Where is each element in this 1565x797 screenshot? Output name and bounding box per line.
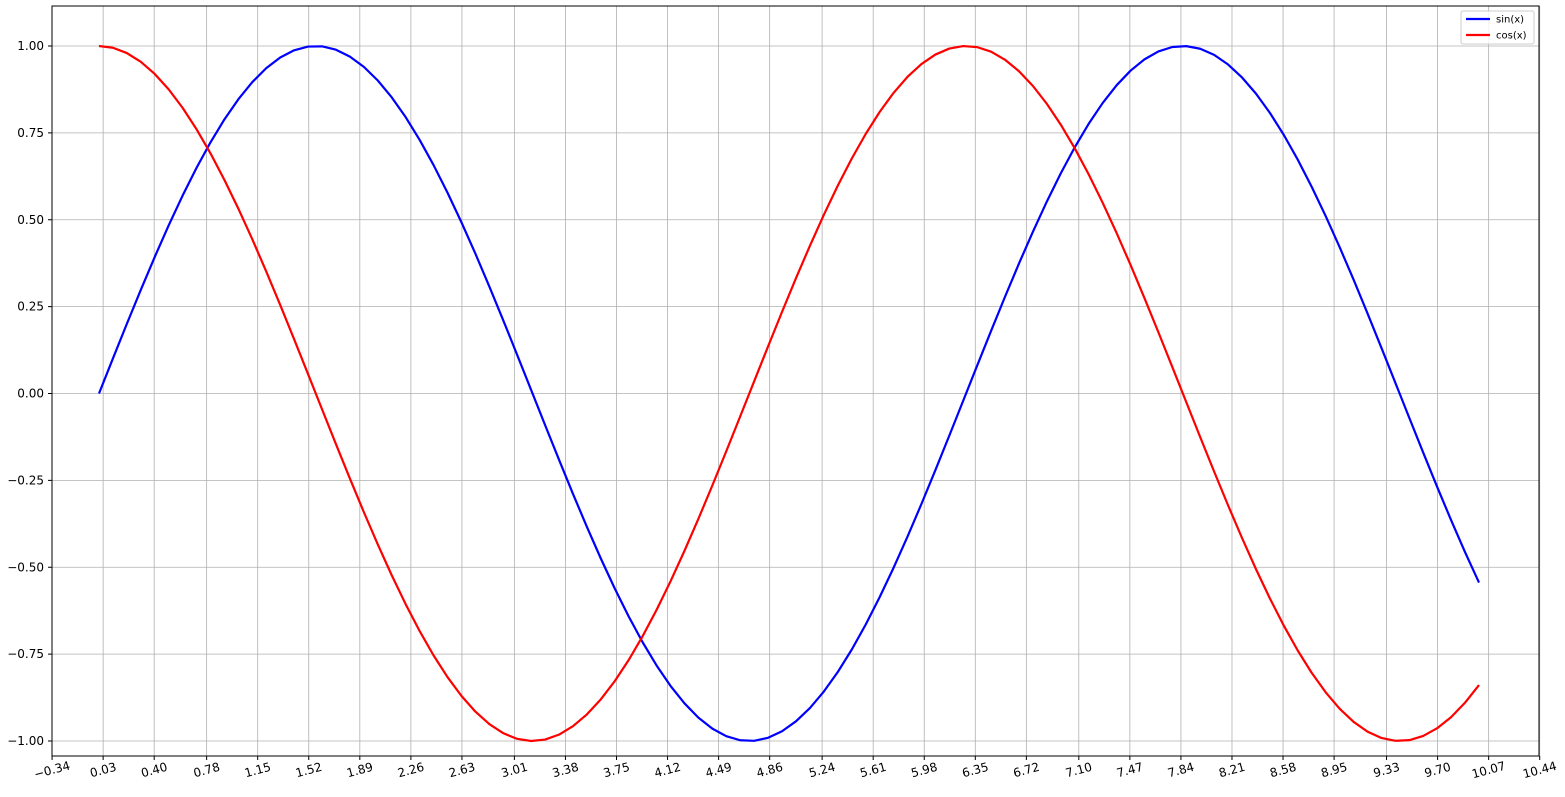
x-tick-label: 6.35 — [961, 760, 990, 780]
series-line-cos — [98, 44, 1480, 743]
plot-area-frame — [51, 5, 1540, 757]
y-tick-label: 1.00 — [17, 39, 44, 53]
x-tick-label: 4.86 — [755, 760, 784, 780]
x-tick-label: 9.70 — [1423, 760, 1452, 780]
x-tick-label: 5.61 — [858, 760, 887, 780]
x-tick-label: 0.78 — [192, 760, 221, 780]
legend: sin(x) cos(x) — [1460, 10, 1535, 45]
y-axis: 1.00 0.75 0.50 0.25 0.00 −0.25 −0.50 −0.75 −1.00 — [7, 39, 52, 748]
x-tick-label: 6.72 — [1012, 760, 1041, 780]
x-tick-label: 3.38 — [551, 760, 580, 780]
x-tick-label: 7.10 — [1064, 760, 1093, 780]
x-tick-label: 0.40 — [139, 760, 168, 780]
x-tick-label: 5.98 — [910, 760, 939, 780]
y-tick-label: −0.75 — [7, 647, 44, 661]
x-tick-label: 7.47 — [1115, 760, 1144, 780]
y-tick-label: −1.00 — [7, 734, 44, 748]
x-tick-label: 1.15 — [243, 760, 272, 780]
y-tick-label: 0.50 — [17, 213, 44, 227]
series-lines — [97, 44, 1480, 743]
y-tick-label: −0.25 — [7, 473, 44, 487]
x-tick-label: −0.34 — [33, 758, 72, 781]
x-tick-label: 4.49 — [704, 760, 733, 780]
x-tick-label: 10.07 — [1470, 759, 1507, 781]
x-tick-label: 3.75 — [602, 760, 631, 780]
x-tick-label: 10.44 — [1521, 759, 1558, 781]
x-tick-label: 0.03 — [88, 760, 117, 780]
series-line-sin — [97, 45, 1480, 742]
legend-label: cos(x) — [1496, 31, 1527, 42]
legend-label: sin(x) — [1496, 15, 1524, 26]
x-tick-label: 8.21 — [1217, 760, 1246, 780]
x-tick-label: 7.84 — [1166, 760, 1195, 780]
x-tick-label: 2.63 — [447, 760, 476, 780]
y-tick-label: 0.75 — [17, 126, 44, 140]
x-tick-label: 5.24 — [807, 760, 836, 780]
grid-lines — [51, 6, 1541, 756]
x-tick-label: 3.01 — [500, 760, 529, 780]
x-tick-label: 8.58 — [1268, 760, 1297, 780]
x-tick-label: 1.52 — [294, 760, 323, 780]
x-tick-label: 2.26 — [396, 760, 425, 780]
x-axis: −0.34 0.03 0.40 0.78 1.15 1.52 1.89 2.26 2.63 3.0… — [33, 756, 1558, 782]
y-tick-label: −0.50 — [7, 560, 44, 574]
x-tick-label: 9.33 — [1372, 760, 1401, 780]
x-tick-label: 8.95 — [1319, 760, 1348, 780]
y-tick-label: 0.25 — [17, 300, 44, 314]
y-tick-label: 0.00 — [17, 387, 44, 401]
x-tick-label: 4.12 — [653, 760, 682, 780]
x-tick-label: 1.89 — [345, 760, 374, 780]
